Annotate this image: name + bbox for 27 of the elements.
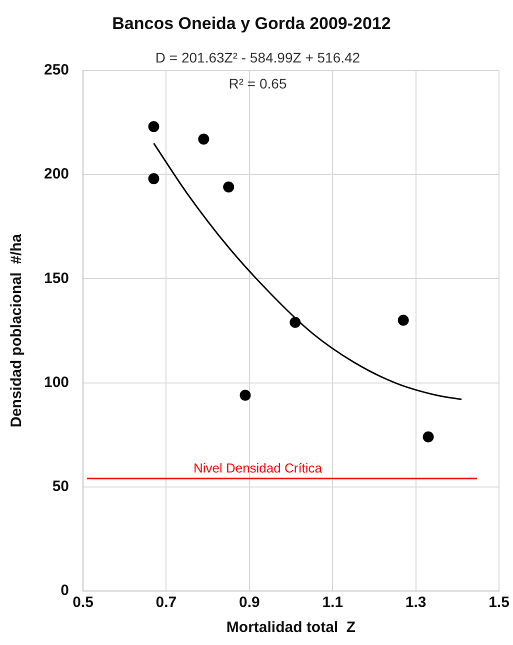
x-tick-label: 1.3	[405, 594, 426, 612]
chart-title: Bancos Oneida y Gorda 2009-2012	[112, 14, 391, 33]
y-tick-label: 250	[44, 62, 70, 79]
x-tick-label: 0.5	[72, 594, 94, 612]
x-tick-label: 0.9	[238, 594, 260, 612]
x-tick-label: 0.7	[156, 594, 177, 612]
point	[148, 121, 160, 132]
x-axis-title: Mortalidad total Z	[226, 619, 356, 636]
point	[223, 182, 234, 193]
y-tick-label: 0	[60, 582, 70, 600]
y-tick-label: 100	[44, 374, 70, 391]
line-series	[152, 142, 462, 400]
y-tick-label: 200	[44, 166, 70, 183]
annotation: R² = 0.65	[228, 75, 287, 92]
point	[198, 134, 210, 145]
y-axis-title: Densidad poblacional #/ha	[8, 233, 26, 428]
point	[240, 390, 251, 401]
y-tick-label: 50	[52, 478, 70, 496]
ref-line-label: Nivel Densidad Crítica	[193, 460, 323, 476]
x-tick-label: 1.1	[322, 594, 344, 612]
point	[148, 173, 160, 184]
point	[398, 314, 409, 326]
x-tick-label: 1.5	[488, 594, 510, 612]
y-tick-label: 150	[44, 270, 70, 287]
point	[290, 316, 301, 328]
point	[422, 431, 434, 442]
text: D = 201.63Z² - 584.99Z + 516.42	[155, 49, 360, 66]
